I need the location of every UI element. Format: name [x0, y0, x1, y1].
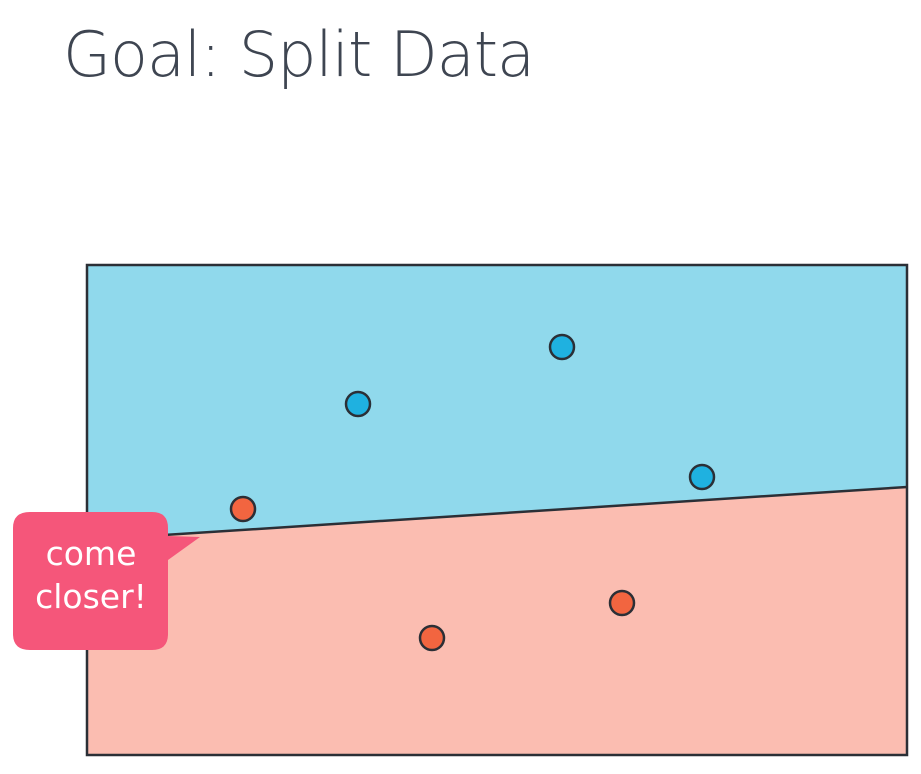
callout-text: come closer! — [35, 534, 147, 616]
callout-bubble — [13, 512, 200, 650]
slide-title: Goal: Split Data — [63, 18, 535, 91]
split-line — [86, 485, 908, 542]
plot-frame — [85, 263, 909, 757]
blue-point — [688, 463, 716, 491]
blue-point — [548, 333, 576, 361]
points — [229, 333, 716, 652]
blue-point — [344, 390, 372, 418]
red-region — [87, 487, 907, 755]
red-point — [229, 495, 257, 523]
red-point — [418, 624, 446, 652]
red-point — [608, 589, 636, 617]
